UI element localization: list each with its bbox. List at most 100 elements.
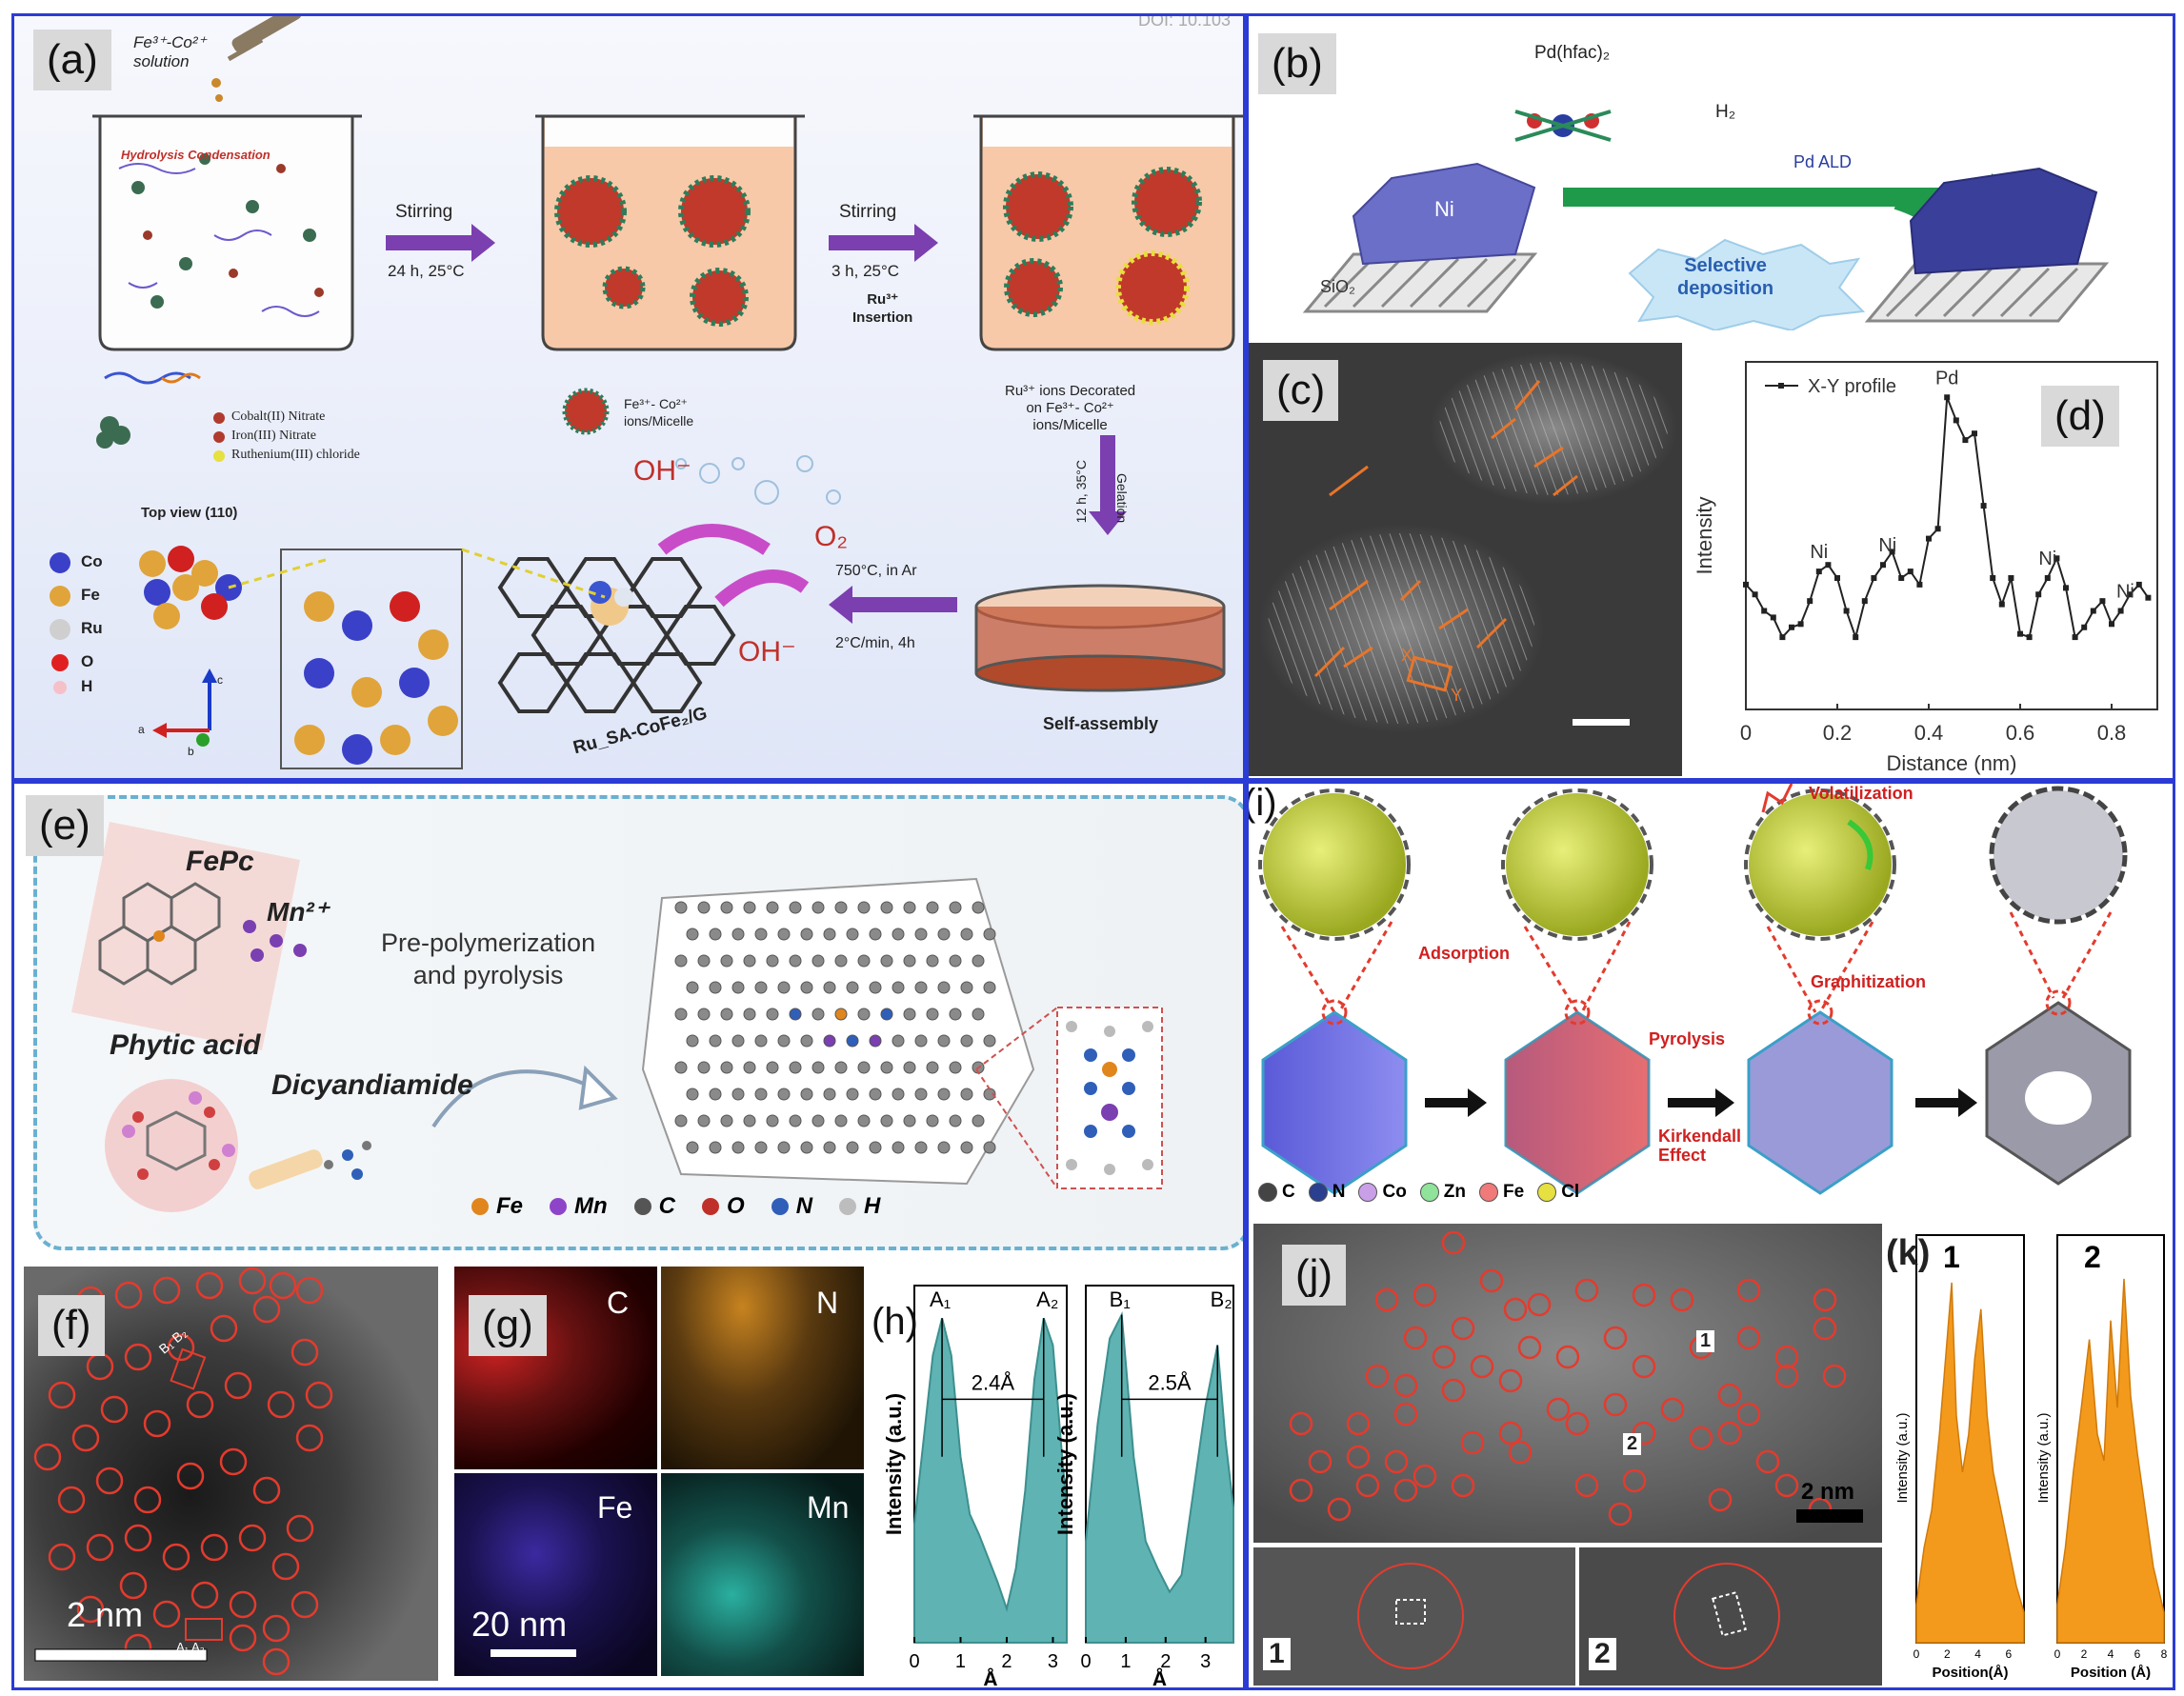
lattice-atom bbox=[914, 1141, 928, 1154]
atom-marker bbox=[1393, 1402, 1418, 1427]
lattice-atom bbox=[686, 1034, 699, 1048]
iron-dot bbox=[213, 431, 225, 443]
peak-label: Ni bbox=[1810, 542, 1828, 563]
lattice-atom bbox=[789, 1061, 802, 1074]
profile-point bbox=[1815, 569, 1822, 575]
lattice-atom bbox=[766, 901, 779, 914]
atom-marker bbox=[95, 1467, 124, 1495]
panel-i-tag: (i) bbox=[1249, 784, 1277, 824]
stem-image-c bbox=[1258, 352, 1677, 733]
atom-marker bbox=[238, 1267, 267, 1295]
arrow-stirring-2 bbox=[829, 224, 938, 262]
atom-marker bbox=[1365, 1364, 1390, 1388]
adsorption-label: Adsorption bbox=[1418, 944, 1510, 963]
panel-k-tag: (k) bbox=[1886, 1233, 1931, 1273]
atom-marker bbox=[267, 1390, 295, 1419]
panel-b-tag: (b) bbox=[1258, 33, 1336, 94]
atom-marker bbox=[176, 1462, 205, 1490]
organic-molecule-icon bbox=[96, 416, 130, 449]
x-tick-label: 3 bbox=[1200, 1651, 1211, 1672]
atom-marker bbox=[152, 1276, 181, 1305]
peak-label: Ni bbox=[2038, 549, 2056, 569]
legend-label: Fe bbox=[1503, 1182, 1525, 1202]
arrow-markers bbox=[1313, 380, 1578, 678]
lattice-atom bbox=[834, 954, 848, 968]
lattice-atom bbox=[823, 928, 836, 941]
atom-marker bbox=[1774, 1364, 1799, 1388]
atom-marker bbox=[1451, 1473, 1475, 1498]
atom-marker bbox=[195, 1271, 224, 1300]
atom-marker bbox=[1608, 1502, 1633, 1526]
lattice-atom bbox=[777, 1034, 791, 1048]
atom-marker bbox=[143, 1409, 171, 1438]
atom-marker bbox=[1441, 1230, 1466, 1255]
carbon-cage-4 bbox=[1989, 786, 2128, 925]
lattice-atom bbox=[743, 901, 756, 914]
profile-point bbox=[1953, 417, 1959, 424]
lattice-atom bbox=[892, 928, 905, 941]
zif-cage-1 bbox=[1258, 788, 1411, 941]
atom-marker bbox=[269, 1271, 297, 1300]
legend-dot bbox=[1308, 1183, 1328, 1202]
legend-label: H bbox=[864, 1193, 881, 1219]
atom-marker bbox=[100, 1395, 129, 1424]
atom-marker bbox=[1774, 1345, 1799, 1369]
legend-item-co: Co bbox=[1358, 1182, 1407, 1203]
lattice-atom bbox=[960, 1087, 973, 1101]
panel-i: (i) Volatilization Adsorption Graphitiza… bbox=[1249, 784, 2173, 1212]
beaker-3-micelles bbox=[1003, 167, 1202, 325]
atom-marker bbox=[219, 1447, 248, 1476]
legend-item-fe: Fe bbox=[1479, 1182, 1524, 1203]
lattice-atom bbox=[697, 1061, 711, 1074]
bubbles bbox=[675, 455, 841, 505]
lattice-atom bbox=[720, 901, 733, 914]
lattice-atom bbox=[823, 981, 836, 994]
x-tick-label: 1 bbox=[1120, 1651, 1131, 1672]
lattice-atom bbox=[949, 1008, 962, 1021]
lattice-atom bbox=[903, 1061, 916, 1074]
oer-arrow-2 bbox=[714, 569, 810, 608]
inset-1-label: 1 bbox=[1263, 1638, 1291, 1670]
lattice-atom bbox=[823, 1141, 836, 1154]
lattice-atom bbox=[892, 1141, 905, 1154]
pd-precursor-molecule bbox=[1514, 110, 1612, 142]
inset-2-label: 2 bbox=[1589, 1638, 1616, 1670]
panel-j-inset-2: 2 bbox=[1579, 1547, 1882, 1686]
x-tick-label: 4 bbox=[1974, 1647, 1981, 1661]
polyhedron-4 bbox=[1985, 1001, 2132, 1186]
lattice-atom bbox=[777, 1087, 791, 1101]
lattice-atom bbox=[811, 901, 825, 914]
polymer-icon bbox=[104, 371, 191, 385]
lattice-atom bbox=[903, 1008, 916, 1021]
panel-i-graphics bbox=[1258, 784, 2132, 1195]
step2-extra: Ru³⁺ Insertion bbox=[852, 291, 913, 326]
profile-x-label: X bbox=[1401, 646, 1413, 665]
lattice-atom bbox=[903, 954, 916, 968]
lattice-atom bbox=[834, 1114, 848, 1127]
precursor-label: Pd(hfac)₂ bbox=[1534, 43, 1611, 63]
x-tick-label: 0 bbox=[909, 1651, 919, 1672]
profile-point bbox=[1834, 575, 1840, 581]
atom-marker bbox=[1498, 1368, 1523, 1393]
lattice-atom bbox=[743, 954, 756, 968]
legend-iron: Iron(III) Nitrate bbox=[231, 429, 317, 443]
lattice-atom bbox=[697, 954, 711, 968]
polyhedron-2 bbox=[1504, 1010, 1651, 1195]
atom-marker bbox=[162, 1543, 190, 1571]
lattice-atom bbox=[823, 1034, 836, 1048]
pair-a-label: A₁ A₂ bbox=[176, 1640, 205, 1654]
atom-marker bbox=[124, 1524, 152, 1552]
atom-marker bbox=[1736, 1278, 1761, 1303]
element-h: H bbox=[81, 677, 93, 695]
lattice-atom bbox=[937, 981, 951, 994]
atom-marker bbox=[1346, 1411, 1371, 1436]
x-tick-label: 6 bbox=[2006, 1647, 2013, 1661]
profile-point bbox=[2117, 608, 2124, 614]
profile-point bbox=[2081, 624, 2088, 630]
profile-point bbox=[1853, 634, 1859, 641]
atom-marker bbox=[210, 1314, 238, 1343]
process-label: Pre-polymerization and pyrolysis bbox=[381, 928, 596, 989]
beaker-1-polymers bbox=[118, 163, 320, 317]
lattice-atom bbox=[743, 1114, 756, 1127]
lattice-atom bbox=[972, 1008, 985, 1021]
